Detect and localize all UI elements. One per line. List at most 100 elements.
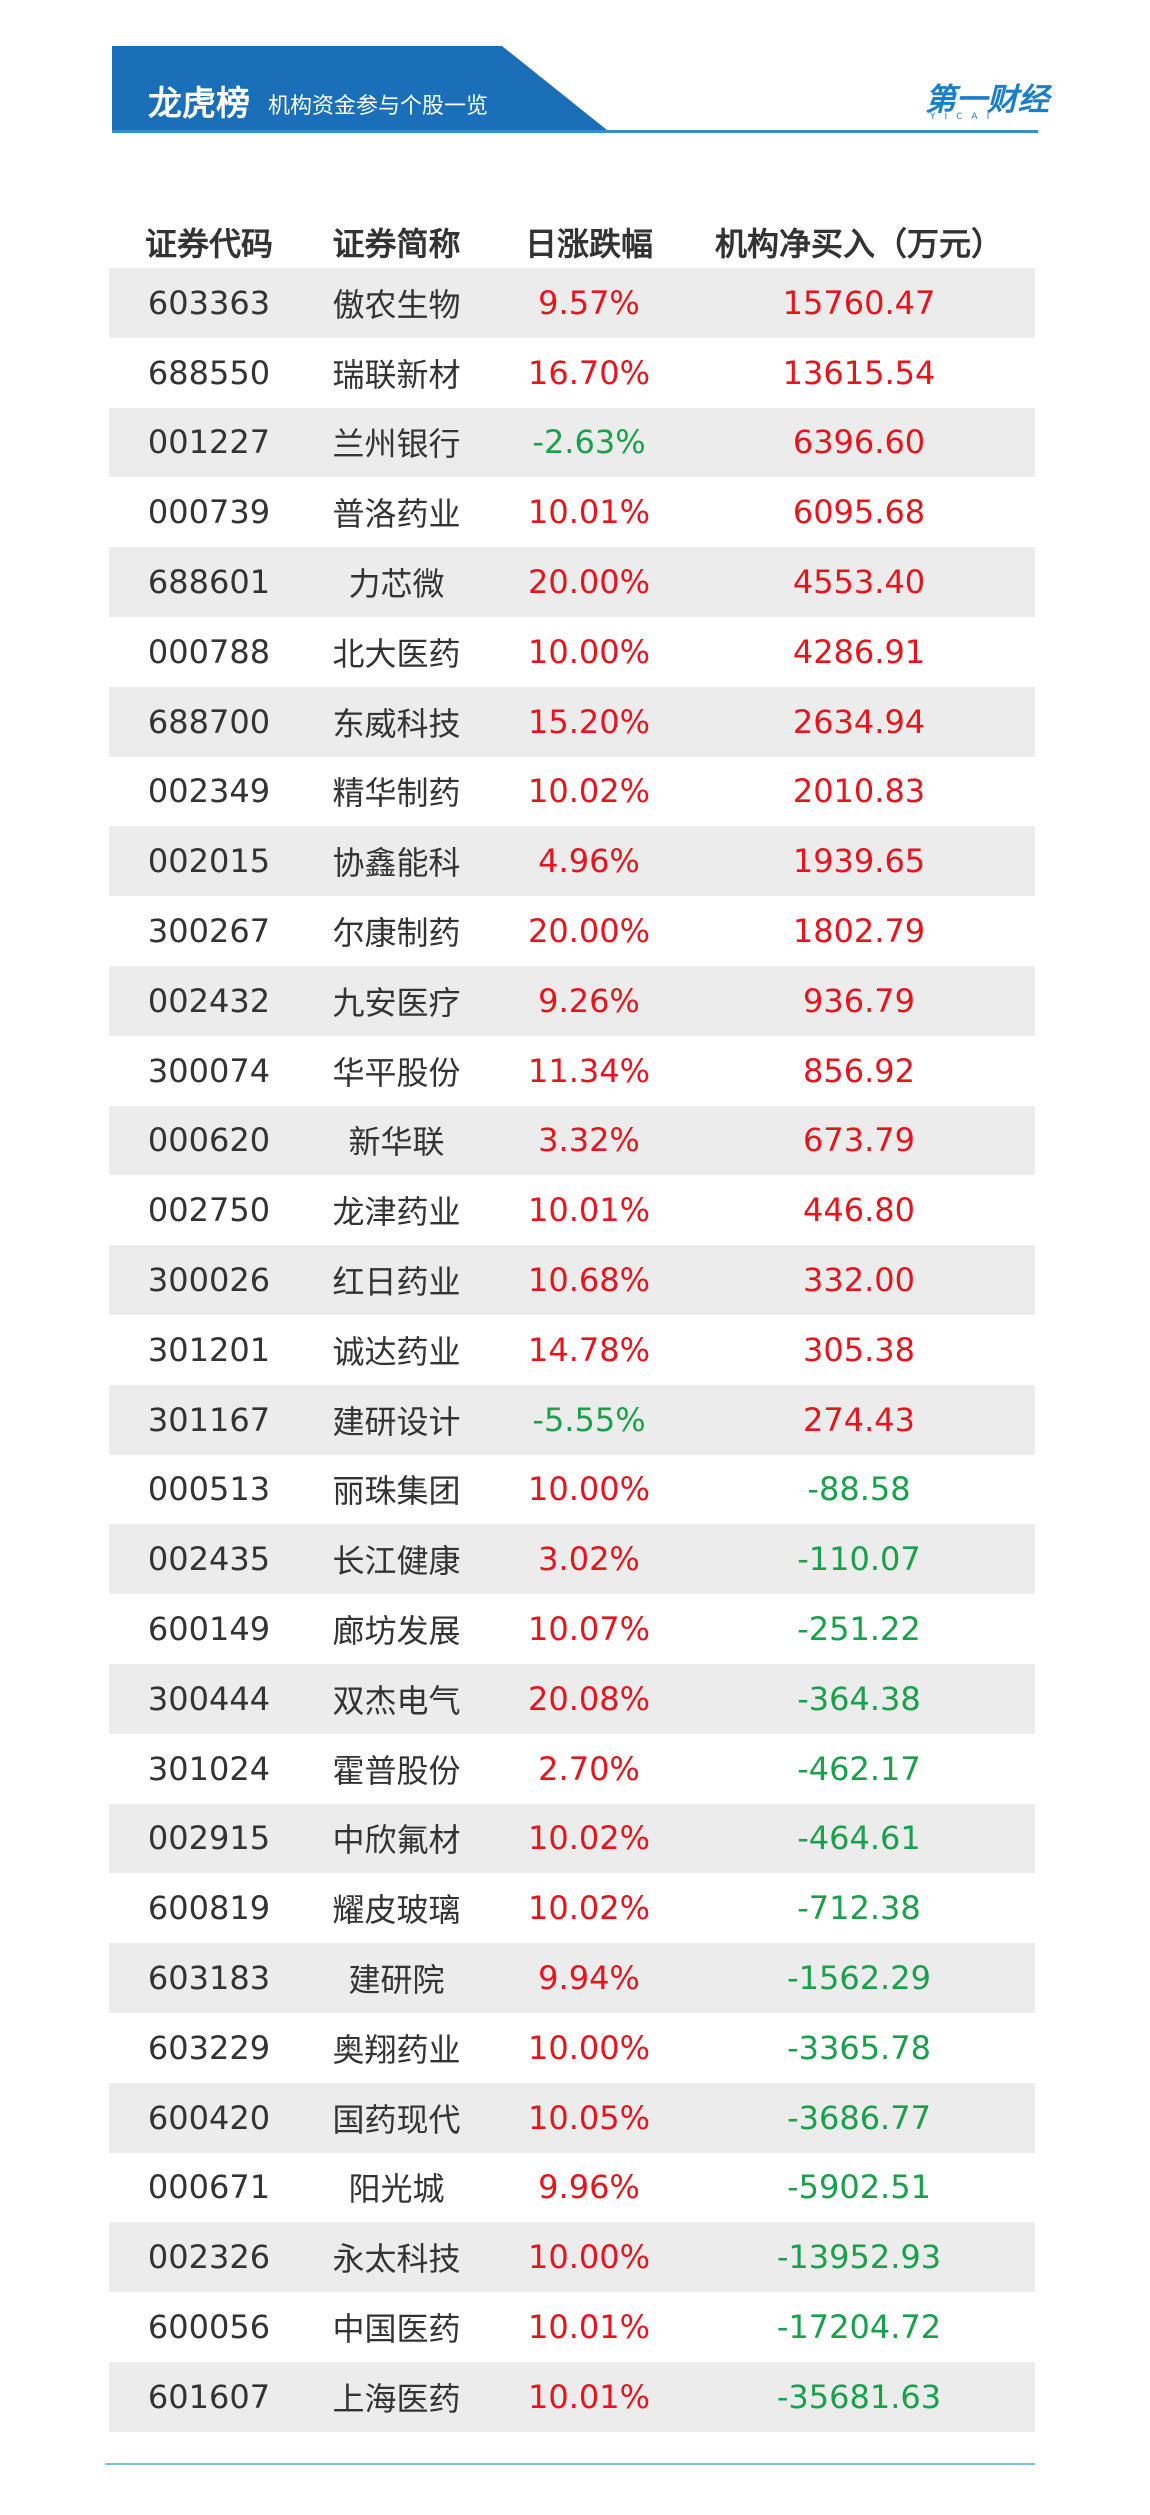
table-cell: 协鑫能科 [332,844,461,883]
table-row: 301167 建研设计 -5.55% 274.43 [109,1384,1035,1455]
table-cell: 332.00 [803,1261,915,1300]
table-cell: 300026 [147,1261,271,1300]
table-cell: 建研院 [348,1961,445,2000]
table-cell: 15.20% [527,702,650,741]
table-cell: 000671 [147,2168,271,2207]
table-cell: 尔康制药 [332,914,461,953]
table-cell: -364.38 [797,1679,921,1718]
table-row: 600149 廊坊发展 10.07% -251.22 [109,1594,1035,1664]
table-row: 000671 阳光城 9.96% -5902.51 [109,2153,1035,2223]
table-row: 603363 傲农生物 9.57% 15760.47 [109,268,1035,338]
table-row: 002915 中欣氟材 10.02% -464.61 [109,1803,1035,1874]
table-cell: 9.96% [538,2168,640,2207]
column-header: 机构净买入（万元） [714,225,1003,263]
table-cell: 856.92 [803,1051,915,1090]
footer-rule [105,2463,1035,2465]
table-cell: 000620 [147,1121,271,1160]
table-cell: 东威科技 [332,704,461,743]
table-cell: 305.38 [803,1330,915,1369]
table-cell: 10.02% [527,772,650,811]
table-row: 301201 诚达药业 14.78% 305.38 [109,1315,1035,1385]
table-row: 300267 尔康制药 20.00% 1802.79 [109,896,1035,966]
table-cell: 446.80 [803,1191,915,1230]
table-cell: 九安医疗 [332,983,461,1022]
table-cell: 精华制药 [332,774,461,813]
table-cell: 10.00% [527,2028,650,2067]
table-cell: 16.70% [527,353,650,392]
table-cell: 600149 [147,1610,271,1649]
table-cell: 002326 [147,2238,271,2277]
table-row: 600819 耀皮玻璃 10.02% -712.38 [109,1873,1035,1943]
table-row: 603229 奥翔药业 10.00% -3365.78 [109,2013,1035,2083]
table-cell: 9.57% [538,283,640,322]
table-row: 301024 霍普股份 2.70% -462.17 [109,1734,1035,1804]
table-cell: 002750 [147,1191,271,1230]
table-cell: 10.00% [527,2238,650,2277]
table-cell: -35681.63 [776,2377,942,2416]
table-cell: 4.96% [538,842,640,881]
table-cell: 603363 [147,283,271,322]
table-cell: -2.63% [532,423,646,462]
table-cell: 10.00% [527,632,650,671]
header-row: 证券代码 证券简称 日涨跌幅 机构净买入（万元） [109,216,1035,268]
table-cell: 11.34% [527,1051,650,1090]
table-cell: 4286.91 [792,632,926,671]
table-row: 002432 九安医疗 9.26% 936.79 [109,965,1035,1036]
table-row: 002349 精华制药 10.02% 2010.83 [109,757,1035,827]
column-header: 证券简称 [332,225,461,263]
table-cell: 688601 [147,563,271,602]
table-cell: 红日药业 [332,1263,461,1302]
table-cell: 688550 [147,353,271,392]
table-cell: 阳光城 [348,2170,445,2209]
table-cell: 10.01% [527,493,650,532]
table-cell: -251.22 [797,1610,921,1649]
table-cell: -5.55% [532,1400,646,1439]
table-cell: 北大医药 [332,634,461,673]
table-cell: -3365.78 [787,2028,931,2067]
banner-shape [112,46,607,130]
table-cell: -464.61 [797,1819,921,1858]
table-row: 000513 丽珠集团 10.00% -88.58 [109,1455,1035,1525]
table-cell: 274.43 [803,1400,915,1439]
table-cell: 2.70% [538,1749,640,1788]
table-cell: 301024 [147,1749,271,1788]
table-cell: 20.00% [527,912,650,951]
table-row: 001227 兰州银行 -2.63% 6396.60 [109,407,1035,478]
table-cell: 10.02% [527,1819,650,1858]
table-cell: 002915 [147,1819,271,1858]
table-cell: -3686.77 [787,2098,931,2137]
table-cell: 301201 [147,1330,271,1369]
table-cell: 兰州银行 [332,425,461,464]
table-cell: 10.01% [527,1191,650,1230]
table-cell: 14.78% [527,1330,650,1369]
table-cell: 002015 [147,842,271,881]
table-cell: 20.08% [527,1679,650,1718]
table-cell: 双杰电气 [332,1681,461,1720]
table-cell: 长江健康 [332,1542,461,1581]
table-cell: 10.02% [527,1889,650,1928]
table-cell: 9.26% [538,981,640,1020]
table-cell: 002432 [147,981,271,1020]
table-cell: 3.02% [538,1540,640,1579]
table-cell: 000739 [147,493,271,532]
table-cell: 霍普股份 [332,1751,461,1790]
table-cell: 中国医药 [332,2310,461,2348]
table-cell: 普洛药业 [332,495,461,534]
table-row: 300074 华平股份 11.34% 856.92 [109,1036,1035,1106]
table-cell: 600420 [147,2098,271,2137]
logo-sub: YICAI [930,112,999,122]
table-cell: 300267 [147,912,271,951]
table-cell: 龙津药业 [332,1193,461,1232]
table-cell: 力芯微 [348,565,445,604]
table-cell: -1562.29 [787,1959,931,1998]
table-cell: 001227 [147,423,271,462]
table-cell: 10.00% [527,1470,650,1509]
table-cell: 4553.40 [792,563,926,602]
table-cell: 20.00% [527,563,650,602]
table-row: 300444 双杰电气 20.08% -364.38 [109,1663,1035,1734]
table-cell: 上海医药 [332,2379,461,2418]
table-row: 688601 力芯微 20.00% 4553.40 [109,547,1035,617]
table-cell: 奥翔药业 [332,2030,461,2069]
table-row: 688700 东威科技 15.20% 2634.94 [109,686,1035,757]
